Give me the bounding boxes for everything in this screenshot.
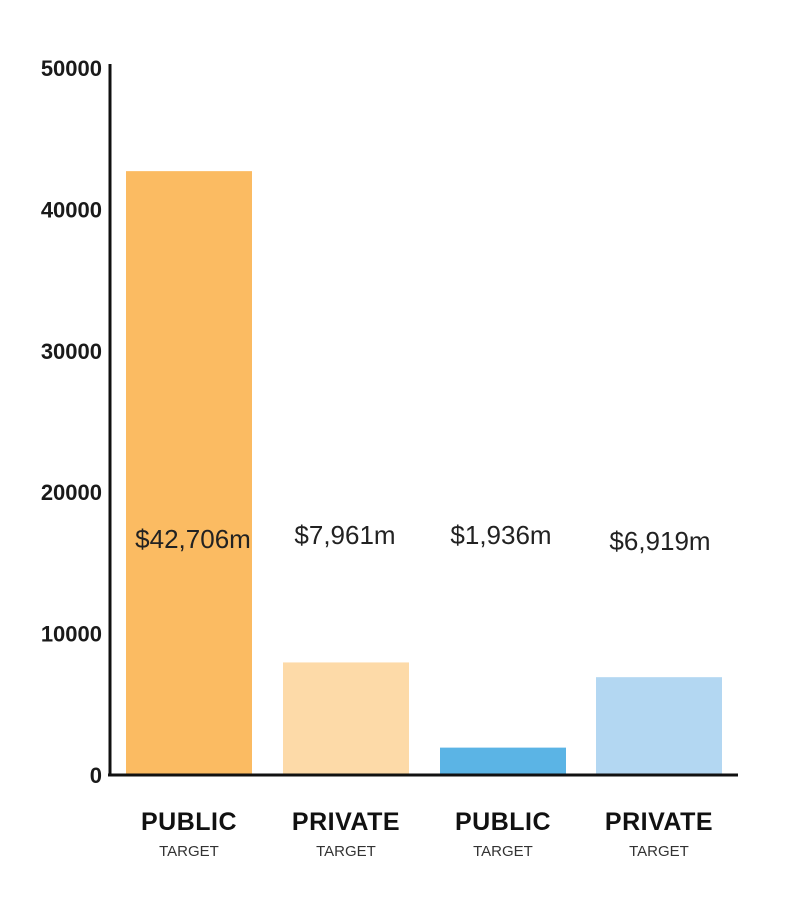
category-label-1: PUBLIC [141, 808, 237, 836]
value-label-3: $1,936m [450, 520, 551, 550]
y-axis-ticks: 0 10000 20000 30000 40000 50000 [41, 56, 102, 788]
category-label-3: PUBLIC [455, 808, 551, 836]
value-label-1: $42,706m [135, 524, 251, 554]
category-label-4: PRIVATE [605, 808, 713, 836]
y-tick-label-3: 30000 [41, 339, 102, 364]
category-labels: PUBLIC TARGET PRIVATE TARGET PUBLIC TARGET PRI… [141, 808, 713, 860]
value-label-4: $6,919m [609, 526, 710, 556]
category-sublabel-4: TARGET [629, 843, 689, 860]
category-sublabel-3: TARGET [473, 843, 533, 860]
y-tick-label-2: 20000 [41, 480, 102, 505]
category-label-2: PRIVATE [292, 808, 400, 836]
value-label-2: $7,961m [294, 520, 395, 550]
bar-3 [440, 747, 566, 775]
y-tick-label-5: 50000 [41, 56, 102, 81]
category-sublabel-2: TARGET [316, 843, 376, 860]
bar-2 [283, 662, 409, 775]
y-tick-label-1: 10000 [41, 622, 102, 647]
bar-1 [126, 171, 252, 776]
value-labels: $42,706m $7,961m $1,936m $6,919m [135, 520, 710, 556]
y-tick-label-0: 0 [90, 763, 102, 788]
bar-4 [596, 677, 722, 775]
y-tick-label-4: 40000 [41, 197, 102, 222]
category-sublabel-1: TARGET [159, 843, 219, 860]
bars [126, 171, 722, 776]
